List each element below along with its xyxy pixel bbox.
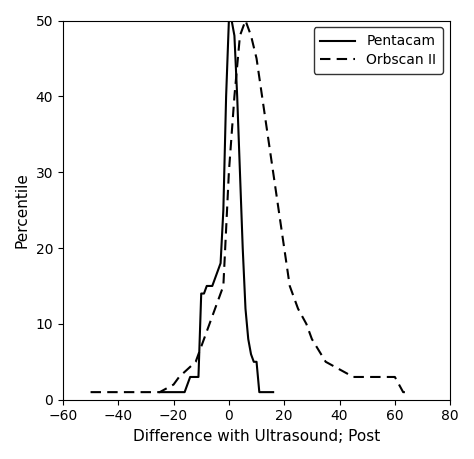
Pentacam bbox=[240, 245, 246, 251]
Pentacam bbox=[196, 374, 201, 380]
Orbscan II bbox=[254, 56, 259, 61]
Pentacam bbox=[229, 18, 235, 23]
Orbscan II bbox=[287, 283, 292, 289]
Pentacam bbox=[226, 18, 232, 23]
Orbscan II bbox=[210, 313, 215, 319]
Pentacam bbox=[212, 275, 218, 281]
Pentacam bbox=[256, 389, 262, 395]
Orbscan II bbox=[378, 374, 384, 380]
Orbscan II bbox=[215, 298, 221, 304]
Pentacam bbox=[165, 389, 171, 395]
Pentacam bbox=[215, 268, 221, 274]
Orbscan II bbox=[193, 359, 199, 364]
Pentacam bbox=[204, 283, 210, 289]
Pentacam bbox=[262, 389, 268, 395]
Pentacam bbox=[207, 283, 212, 289]
Orbscan II bbox=[309, 336, 315, 342]
Pentacam bbox=[270, 389, 276, 395]
Pentacam bbox=[267, 389, 273, 395]
Orbscan II bbox=[406, 389, 411, 395]
Pentacam bbox=[254, 359, 259, 364]
Pentacam bbox=[187, 374, 193, 380]
Y-axis label: Percentile: Percentile bbox=[15, 172, 30, 248]
Line: Orbscan II: Orbscan II bbox=[91, 21, 409, 392]
Orbscan II bbox=[248, 33, 254, 39]
Pentacam bbox=[259, 389, 265, 395]
Pentacam bbox=[193, 374, 199, 380]
Pentacam bbox=[171, 389, 176, 395]
Orbscan II bbox=[204, 329, 210, 334]
Pentacam bbox=[199, 291, 204, 297]
Orbscan II bbox=[176, 374, 182, 380]
Pentacam bbox=[182, 389, 187, 395]
Pentacam bbox=[237, 169, 243, 175]
Pentacam bbox=[176, 389, 182, 395]
Pentacam bbox=[265, 389, 271, 395]
Line: Pentacam: Pentacam bbox=[160, 21, 273, 392]
Orbscan II bbox=[282, 245, 287, 251]
Orbscan II bbox=[115, 389, 121, 395]
Orbscan II bbox=[199, 344, 204, 349]
Orbscan II bbox=[184, 367, 190, 372]
Pentacam bbox=[251, 359, 256, 364]
Pentacam bbox=[223, 94, 229, 99]
Orbscan II bbox=[171, 382, 176, 387]
Pentacam bbox=[220, 207, 226, 213]
Legend: Pentacam, Orbscan II: Pentacam, Orbscan II bbox=[313, 28, 443, 73]
Orbscan II bbox=[337, 367, 342, 372]
Pentacam bbox=[157, 389, 163, 395]
Orbscan II bbox=[220, 283, 226, 289]
Pentacam bbox=[201, 291, 207, 297]
Pentacam bbox=[246, 336, 251, 342]
Orbscan II bbox=[88, 389, 93, 395]
Pentacam bbox=[234, 94, 240, 99]
Pentacam bbox=[210, 283, 215, 289]
Orbscan II bbox=[303, 321, 309, 327]
Orbscan II bbox=[237, 33, 243, 39]
Orbscan II bbox=[226, 169, 232, 175]
Orbscan II bbox=[295, 306, 301, 312]
Orbscan II bbox=[392, 374, 398, 380]
Orbscan II bbox=[265, 132, 271, 137]
Orbscan II bbox=[270, 169, 276, 175]
Orbscan II bbox=[101, 389, 107, 395]
Orbscan II bbox=[365, 374, 370, 380]
Orbscan II bbox=[93, 389, 99, 395]
Orbscan II bbox=[259, 94, 265, 99]
Pentacam bbox=[160, 389, 165, 395]
Orbscan II bbox=[323, 359, 328, 364]
Orbscan II bbox=[232, 94, 237, 99]
Orbscan II bbox=[157, 389, 163, 395]
Pentacam bbox=[243, 306, 248, 312]
Pentacam bbox=[248, 352, 254, 357]
Orbscan II bbox=[401, 389, 406, 395]
Pentacam bbox=[232, 33, 237, 39]
Orbscan II bbox=[350, 374, 356, 380]
Orbscan II bbox=[129, 389, 135, 395]
Pentacam bbox=[218, 260, 223, 266]
X-axis label: Difference with Ultrasound; Post: Difference with Ultrasound; Post bbox=[133, 429, 380, 444]
Orbscan II bbox=[276, 207, 282, 213]
Orbscan II bbox=[243, 18, 248, 23]
Orbscan II bbox=[143, 389, 149, 395]
